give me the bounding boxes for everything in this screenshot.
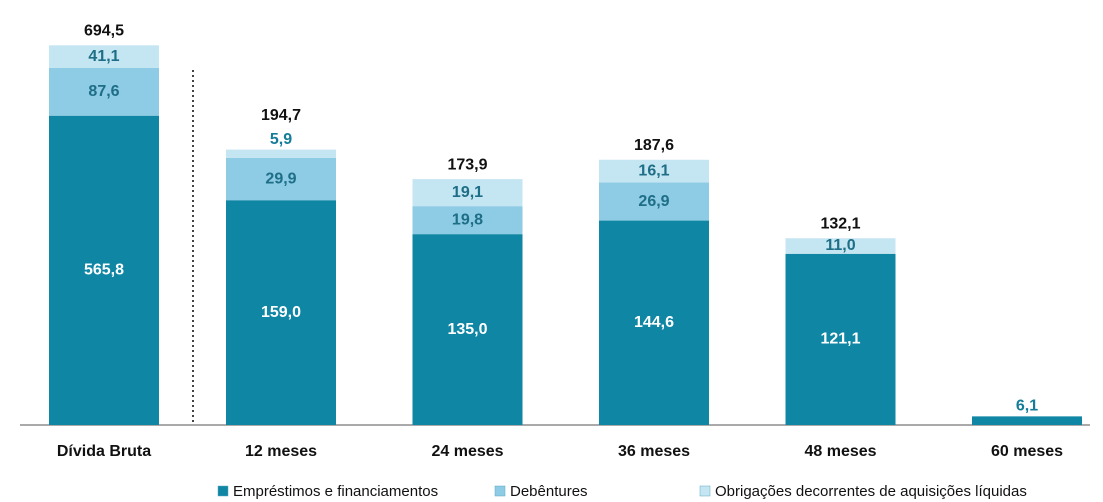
data-label: 16,1 <box>638 162 669 179</box>
x-tick-label: Dívida Bruta <box>57 443 151 460</box>
x-tick-label: 48 meses <box>804 443 876 460</box>
bar-segment <box>412 234 523 425</box>
legend-label: Obrigações decorrentes de aquisições líq… <box>715 483 1027 500</box>
bar-segment <box>599 182 709 221</box>
bar-segment <box>49 45 159 68</box>
x-tick-label: 12 meses <box>245 443 317 460</box>
bar-segment <box>599 159 709 183</box>
bar-segment <box>599 220 709 425</box>
bar-segment <box>226 149 336 158</box>
data-label: 19,8 <box>452 211 483 228</box>
legend-label: Empréstimos e financiamentos <box>233 483 438 500</box>
legend-swatch <box>217 485 229 497</box>
x-tick-label: 24 meses <box>431 443 503 460</box>
legend-swatch <box>494 485 506 497</box>
bar-segment <box>785 238 896 254</box>
data-label: 26,9 <box>638 193 669 210</box>
data-label: 41,1 <box>88 48 119 65</box>
bar-segment <box>49 115 159 426</box>
data-label: 29,9 <box>265 170 296 187</box>
total-label: 187,6 <box>634 137 674 154</box>
bar-segment <box>226 157 336 201</box>
data-label: 6,1 <box>1016 398 1038 415</box>
bar-segment <box>412 206 523 235</box>
data-label: 11,0 <box>825 237 855 254</box>
data-label: 565,8 <box>84 262 124 279</box>
bar-segment <box>785 253 896 425</box>
data-label: 121,1 <box>820 331 860 348</box>
bar-segment <box>412 179 523 207</box>
data-label: 159,0 <box>261 304 301 321</box>
x-tick-label: 60 meses <box>991 443 1063 460</box>
data-label: 144,6 <box>634 314 674 331</box>
total-label: 132,1 <box>820 215 860 232</box>
total-label: 194,7 <box>261 107 301 124</box>
bar-segment <box>972 416 1082 425</box>
bar-segment <box>226 200 336 425</box>
data-label: 19,1 <box>452 184 483 201</box>
legend-label: Debêntures <box>510 483 588 500</box>
x-tick-label: 36 meses <box>618 443 690 460</box>
legend-swatch <box>699 485 711 497</box>
data-label: 135,0 <box>447 321 487 338</box>
data-label: 87,6 <box>88 83 119 100</box>
data-label: 5,9 <box>270 131 292 148</box>
bar-segment <box>49 67 159 116</box>
total-label: 173,9 <box>447 156 487 173</box>
total-label: 694,5 <box>84 23 124 40</box>
